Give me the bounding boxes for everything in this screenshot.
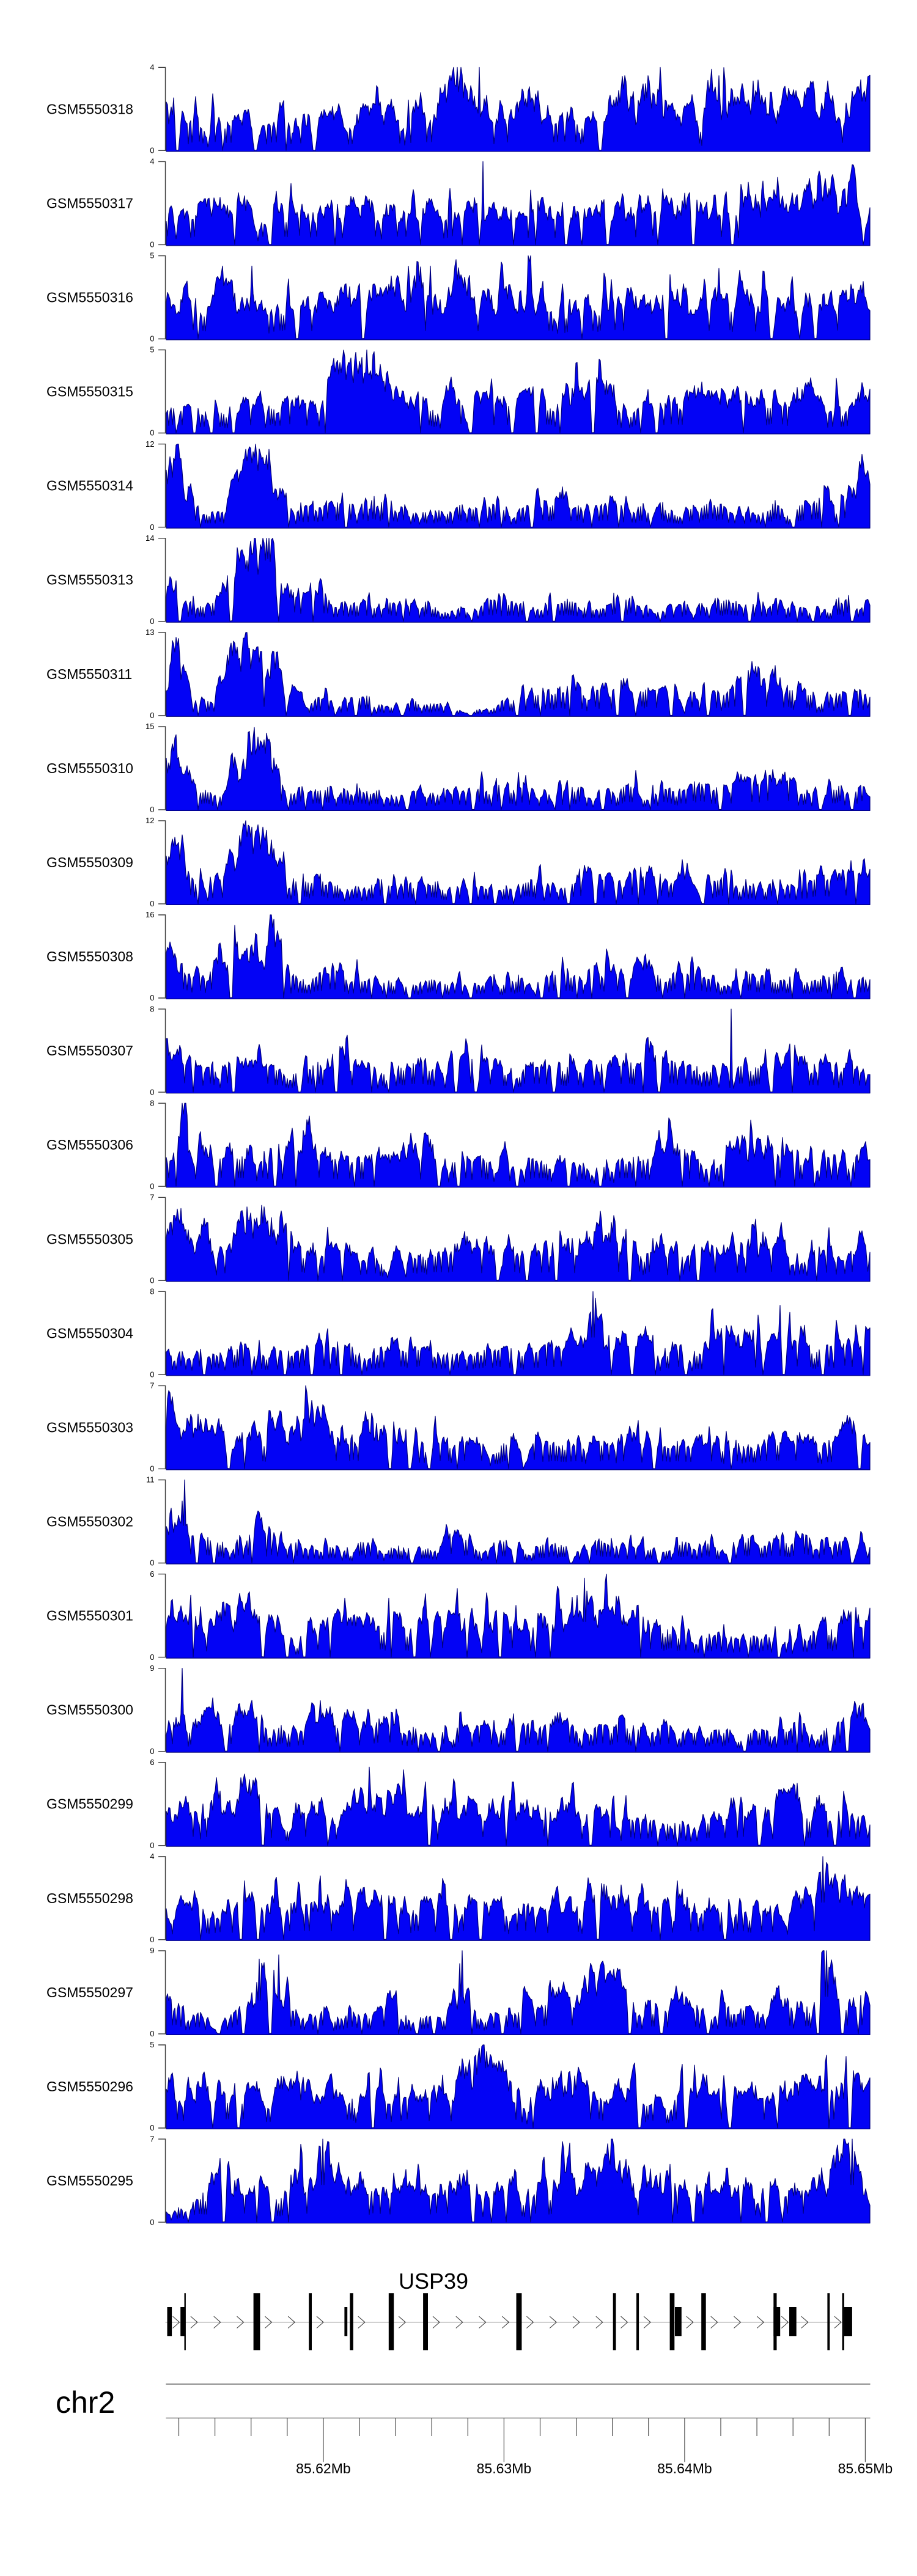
svg-text:GSM5550314: GSM5550314 <box>46 478 133 494</box>
svg-text:0: 0 <box>150 1464 154 1473</box>
svg-text:GSM5550303: GSM5550303 <box>46 1419 133 1435</box>
svg-text:GSM5550300: GSM5550300 <box>46 1702 133 1718</box>
svg-text:7: 7 <box>150 1381 154 1390</box>
svg-text:5: 5 <box>150 345 154 354</box>
svg-text:GSM5550301: GSM5550301 <box>46 1608 133 1624</box>
svg-text:0: 0 <box>150 2029 154 2038</box>
svg-text:0: 0 <box>150 428 154 438</box>
svg-text:0: 0 <box>150 146 154 155</box>
svg-text:16: 16 <box>145 910 154 919</box>
svg-text:GSM5550316: GSM5550316 <box>46 290 133 306</box>
svg-text:chr2: chr2 <box>56 2385 115 2420</box>
svg-text:85.62Mb: 85.62Mb <box>296 2460 351 2476</box>
svg-text:7: 7 <box>150 1193 154 1202</box>
svg-text:0: 0 <box>150 1653 154 1662</box>
svg-text:11: 11 <box>146 1475 155 1484</box>
svg-text:85.63Mb: 85.63Mb <box>477 2460 532 2476</box>
svg-text:GSM5550318: GSM5550318 <box>46 101 133 117</box>
svg-text:5: 5 <box>150 251 154 260</box>
svg-text:GSM5550309: GSM5550309 <box>46 854 133 870</box>
svg-text:0: 0 <box>150 1370 154 1379</box>
svg-text:0: 0 <box>150 2217 154 2226</box>
svg-text:0: 0 <box>150 334 154 343</box>
svg-text:GSM5550295: GSM5550295 <box>46 2173 133 2189</box>
svg-text:0: 0 <box>150 1276 154 1285</box>
svg-text:15: 15 <box>145 722 154 731</box>
svg-text:85.65Mb: 85.65Mb <box>838 2460 893 2476</box>
svg-text:GSM5550296: GSM5550296 <box>46 2079 133 2094</box>
svg-text:0: 0 <box>150 711 154 720</box>
svg-text:4: 4 <box>150 1852 154 1861</box>
svg-text:14: 14 <box>145 534 154 543</box>
svg-text:85.64Mb: 85.64Mb <box>657 2460 712 2476</box>
svg-text:GSM5550315: GSM5550315 <box>46 384 133 400</box>
svg-text:0: 0 <box>150 240 154 249</box>
svg-text:GSM5550305: GSM5550305 <box>46 1231 133 1247</box>
svg-text:6: 6 <box>150 1758 154 1767</box>
svg-text:GSM5550304: GSM5550304 <box>46 1325 133 1341</box>
svg-text:GSM5550311: GSM5550311 <box>46 666 132 682</box>
svg-text:GSM5550307: GSM5550307 <box>46 1043 133 1059</box>
svg-text:12: 12 <box>145 816 154 825</box>
svg-text:8: 8 <box>150 1287 154 1296</box>
svg-text:12: 12 <box>145 439 154 449</box>
svg-text:0: 0 <box>150 993 154 1002</box>
svg-text:GSM5550313: GSM5550313 <box>46 572 133 588</box>
svg-text:4: 4 <box>150 157 154 166</box>
svg-text:GSM5550299: GSM5550299 <box>46 1796 133 1812</box>
svg-text:0: 0 <box>150 1181 154 1191</box>
svg-text:4: 4 <box>150 63 154 72</box>
svg-text:GSM5550297: GSM5550297 <box>46 1984 133 2000</box>
svg-text:5: 5 <box>150 2040 154 2049</box>
svg-text:8: 8 <box>150 1098 154 1107</box>
svg-text:GSM5550306: GSM5550306 <box>46 1137 133 1153</box>
svg-text:GSM5550317: GSM5550317 <box>46 195 133 211</box>
svg-text:0: 0 <box>150 1841 154 1850</box>
svg-text:GSM5550298: GSM5550298 <box>46 1890 133 1906</box>
svg-text:0: 0 <box>150 1558 154 1568</box>
svg-text:9: 9 <box>150 1664 154 1673</box>
svg-text:13: 13 <box>145 628 154 637</box>
svg-text:GSM5550308: GSM5550308 <box>46 949 133 964</box>
svg-text:GSM5550310: GSM5550310 <box>46 760 133 776</box>
svg-text:0: 0 <box>150 805 154 814</box>
svg-text:8: 8 <box>150 1004 154 1013</box>
svg-text:0: 0 <box>150 617 154 626</box>
svg-text:9: 9 <box>150 1946 154 1955</box>
svg-text:0: 0 <box>150 2123 154 2132</box>
svg-text:USP39: USP39 <box>399 2269 468 2294</box>
svg-text:7: 7 <box>150 2134 154 2143</box>
svg-text:GSM5550302: GSM5550302 <box>46 1514 133 1530</box>
svg-text:6: 6 <box>150 1569 154 1579</box>
svg-text:0: 0 <box>150 899 154 908</box>
svg-text:0: 0 <box>150 1747 154 1756</box>
svg-text:0: 0 <box>150 1935 154 1944</box>
svg-text:0: 0 <box>150 523 154 532</box>
svg-text:0: 0 <box>150 1087 154 1096</box>
